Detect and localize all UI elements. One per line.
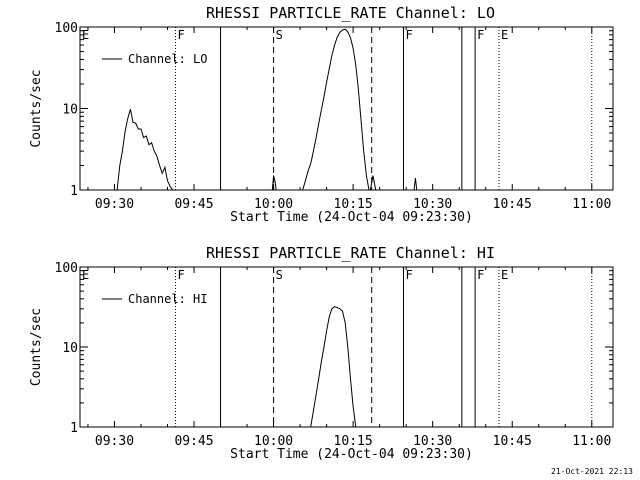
x-tick-label: 09:30 xyxy=(95,434,134,449)
legend-entry: Channel: LO xyxy=(128,52,207,66)
series-line xyxy=(413,178,418,191)
event-marker-label: E xyxy=(501,28,508,42)
x-tick-label: 09:30 xyxy=(95,197,134,212)
x-tick-label: 10:15 xyxy=(334,434,373,449)
x-tick-label: 10:45 xyxy=(493,197,532,212)
series-line xyxy=(310,306,357,428)
x-tick-label: 10:45 xyxy=(493,434,532,449)
plot-frame xyxy=(79,266,614,428)
series-line xyxy=(116,109,174,191)
x-tick-label: 10:00 xyxy=(254,434,293,449)
x-axis-label: Start Time (24-Oct-04 09:23:30) xyxy=(230,447,473,462)
x-tick-label: 10:00 xyxy=(254,197,293,212)
x-tick-label: 09:45 xyxy=(174,434,213,449)
event-marker-label: F xyxy=(477,268,484,282)
y-tick-label: 1 xyxy=(70,421,78,436)
event-marker-label: F xyxy=(177,268,184,282)
x-tick-label: 11:00 xyxy=(572,434,611,449)
x-tick-label: 11:00 xyxy=(572,197,611,212)
y-tick-label: 100 xyxy=(55,261,78,276)
generation-timestamp: 21-Oct-2021 22:13 xyxy=(551,467,633,476)
event-marker-label: E xyxy=(82,268,89,282)
x-axis-label: Start Time (24-Oct-04 09:23:30) xyxy=(230,210,473,225)
chart-panel-0: RHESSI PARTICLE_RATE Channel: LO 1 10 100 09… xyxy=(29,4,614,225)
series-line xyxy=(271,175,277,191)
y-axis-label: Counts/sec xyxy=(29,69,44,147)
x-tick-label: 10:30 xyxy=(413,434,452,449)
event-marker-label: E xyxy=(82,28,89,42)
event-marker-label: S xyxy=(276,28,283,42)
chart-title: RHESSI PARTICLE_RATE Channel: LO xyxy=(206,4,495,22)
y-tick-label: 10 xyxy=(62,341,78,356)
event-marker-label: F xyxy=(406,28,413,42)
series-line xyxy=(302,28,370,191)
series-line xyxy=(369,175,377,191)
y-tick-label: 1 xyxy=(70,184,78,199)
x-tick-label: 09:45 xyxy=(174,197,213,212)
y-axis-label: Counts/sec xyxy=(29,308,44,386)
chart-title: RHESSI PARTICLE_RATE Channel: HI xyxy=(206,244,495,262)
y-tick-label: 10 xyxy=(62,103,78,118)
event-marker-label: E xyxy=(501,268,508,282)
event-marker-label: F xyxy=(406,268,413,282)
event-marker-label: F xyxy=(177,28,184,42)
legend-entry: Channel: HI xyxy=(128,292,207,306)
chart-panel-1: RHESSI PARTICLE_RATE Channel: HI 1 10 100 09… xyxy=(29,244,614,462)
event-marker-label: F xyxy=(477,28,484,42)
y-tick-label: 100 xyxy=(55,21,78,36)
x-tick-label: 10:30 xyxy=(413,197,452,212)
event-marker-label: S xyxy=(276,268,283,282)
x-tick-label: 10:15 xyxy=(334,197,373,212)
